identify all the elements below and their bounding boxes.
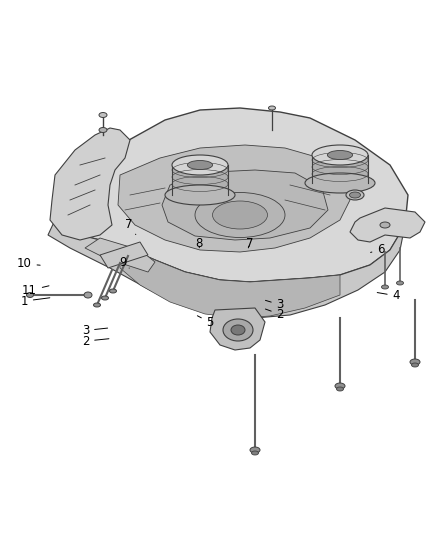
Ellipse shape — [335, 383, 345, 389]
Ellipse shape — [99, 112, 107, 117]
Ellipse shape — [380, 222, 390, 228]
Text: 1: 1 — [20, 295, 50, 308]
Text: 8: 8 — [196, 237, 203, 250]
Text: 6: 6 — [371, 243, 385, 256]
Ellipse shape — [102, 296, 109, 300]
Ellipse shape — [223, 319, 253, 341]
Ellipse shape — [350, 192, 360, 198]
Ellipse shape — [251, 451, 258, 455]
Polygon shape — [118, 145, 350, 252]
Text: 2: 2 — [265, 308, 284, 321]
Text: 7: 7 — [246, 237, 254, 250]
Ellipse shape — [187, 160, 212, 169]
Ellipse shape — [250, 447, 260, 453]
Ellipse shape — [195, 192, 285, 238]
Polygon shape — [85, 238, 155, 272]
Ellipse shape — [268, 106, 276, 110]
Text: 7: 7 — [125, 219, 136, 235]
Ellipse shape — [381, 285, 389, 289]
Ellipse shape — [212, 201, 268, 229]
Ellipse shape — [93, 303, 100, 307]
Ellipse shape — [327, 150, 353, 159]
Polygon shape — [100, 242, 148, 268]
Polygon shape — [120, 245, 340, 318]
Polygon shape — [172, 165, 228, 195]
Text: 2: 2 — [81, 335, 109, 348]
Ellipse shape — [336, 387, 343, 391]
Ellipse shape — [231, 325, 245, 335]
Polygon shape — [48, 220, 405, 318]
Text: 4: 4 — [377, 289, 400, 302]
Ellipse shape — [110, 289, 117, 293]
Ellipse shape — [396, 281, 403, 285]
Ellipse shape — [27, 293, 33, 297]
Polygon shape — [312, 155, 368, 183]
Ellipse shape — [305, 173, 375, 193]
Ellipse shape — [411, 363, 418, 367]
Text: 5: 5 — [198, 316, 214, 329]
Polygon shape — [350, 208, 425, 242]
Ellipse shape — [312, 145, 368, 165]
Polygon shape — [210, 308, 265, 350]
Ellipse shape — [410, 359, 420, 365]
Ellipse shape — [99, 127, 107, 133]
Polygon shape — [55, 108, 408, 282]
Text: 11: 11 — [22, 284, 49, 297]
Polygon shape — [50, 128, 130, 240]
Ellipse shape — [172, 155, 228, 175]
Ellipse shape — [165, 185, 235, 205]
Text: 10: 10 — [17, 257, 40, 270]
Text: 3: 3 — [265, 298, 284, 311]
Text: 9: 9 — [119, 256, 129, 269]
Text: 3: 3 — [82, 324, 108, 337]
Ellipse shape — [84, 292, 92, 298]
Ellipse shape — [346, 190, 364, 200]
Polygon shape — [162, 170, 328, 240]
